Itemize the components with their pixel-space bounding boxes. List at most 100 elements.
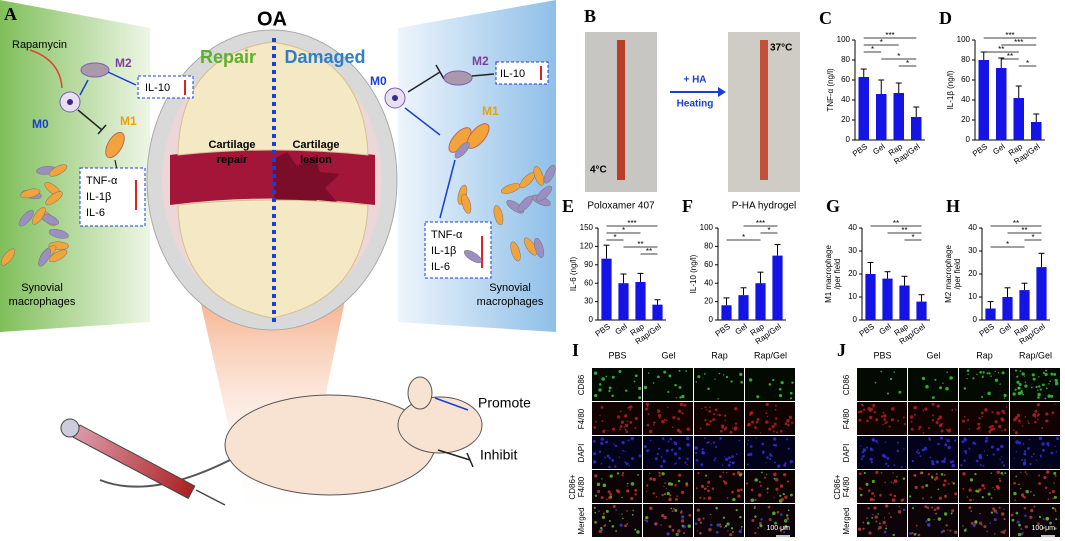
signal	[784, 495, 788, 499]
signal	[1037, 414, 1040, 417]
panel-letter: J	[837, 340, 846, 360]
signal	[681, 412, 684, 415]
signal	[714, 457, 717, 460]
signal	[858, 472, 862, 476]
signal	[1013, 429, 1015, 431]
signal	[675, 397, 677, 399]
signal	[984, 408, 988, 412]
micrograph	[694, 504, 744, 537]
row-label: Merged	[577, 507, 586, 534]
x-tick-label: Gel	[877, 322, 893, 337]
signal	[664, 493, 666, 496]
signal	[722, 516, 726, 519]
signal	[649, 439, 652, 442]
y-axis-label: M1 macrophage	[824, 245, 833, 303]
signal	[857, 527, 862, 531]
signal	[724, 481, 728, 485]
signal	[1020, 532, 1024, 536]
signal	[646, 484, 649, 487]
signal	[1051, 489, 1055, 494]
signal	[1035, 459, 1038, 461]
tube	[760, 40, 768, 180]
signal	[701, 448, 704, 451]
significance-label: *	[906, 59, 909, 68]
signal	[925, 484, 929, 487]
signal	[968, 428, 971, 430]
signal	[868, 531, 872, 535]
signal	[757, 493, 762, 497]
signal	[663, 485, 665, 487]
signal	[915, 524, 918, 527]
signal	[660, 464, 663, 468]
signal	[678, 430, 682, 434]
signal	[892, 482, 895, 484]
signal	[712, 412, 715, 416]
arrow	[404, 107, 441, 136]
signal	[902, 416, 905, 419]
signal	[976, 373, 978, 376]
signal	[880, 370, 883, 373]
inhibit	[435, 64, 445, 80]
signal	[662, 459, 666, 463]
signal	[873, 506, 877, 510]
signal	[749, 413, 752, 416]
signal	[732, 498, 736, 502]
signal	[701, 407, 703, 410]
signal	[1044, 372, 1048, 377]
signal	[1019, 422, 1021, 424]
signal	[678, 409, 682, 413]
signal	[621, 496, 623, 499]
signal	[735, 453, 738, 456]
signal	[862, 527, 865, 531]
signal	[779, 484, 784, 488]
signal	[858, 418, 862, 422]
signal	[1045, 369, 1048, 372]
signal	[678, 369, 681, 372]
y-tick-label: 30	[584, 297, 593, 306]
signal	[725, 471, 728, 474]
signal	[871, 479, 875, 484]
box	[79, 167, 146, 227]
signal	[962, 472, 966, 476]
signal	[655, 496, 658, 498]
bar	[899, 285, 910, 320]
signal	[994, 533, 996, 535]
signal	[881, 453, 886, 458]
cell	[48, 164, 68, 177]
significance-label: *	[613, 233, 616, 242]
column-label: Rap	[711, 350, 728, 360]
x-tick-label: PBS	[851, 142, 869, 159]
signal	[1018, 483, 1020, 486]
signal	[1051, 506, 1055, 510]
significance-label: *	[767, 226, 770, 235]
signal	[1047, 394, 1051, 398]
signal	[607, 430, 609, 432]
signal	[991, 411, 994, 414]
signal	[1054, 509, 1057, 512]
label: Cartilage	[292, 139, 339, 151]
y-tick-label: 0	[973, 315, 978, 324]
signal	[629, 420, 633, 424]
signal	[917, 449, 919, 451]
signal	[931, 476, 934, 479]
signal	[947, 482, 950, 485]
signal	[1045, 387, 1048, 390]
signal	[1047, 498, 1050, 500]
signal	[767, 505, 771, 509]
cell	[38, 248, 51, 267]
signal	[924, 407, 928, 411]
signal	[939, 386, 943, 390]
signal	[963, 415, 966, 418]
signal	[882, 520, 886, 525]
signal	[935, 460, 939, 464]
signal	[621, 471, 625, 475]
signal	[929, 456, 932, 459]
mouse-head	[397, 396, 483, 454]
signal	[674, 508, 678, 512]
signal	[896, 441, 899, 444]
signal	[931, 419, 935, 422]
signal	[745, 482, 749, 485]
label: M0	[32, 117, 49, 131]
signal	[687, 524, 691, 528]
signal	[949, 376, 953, 380]
